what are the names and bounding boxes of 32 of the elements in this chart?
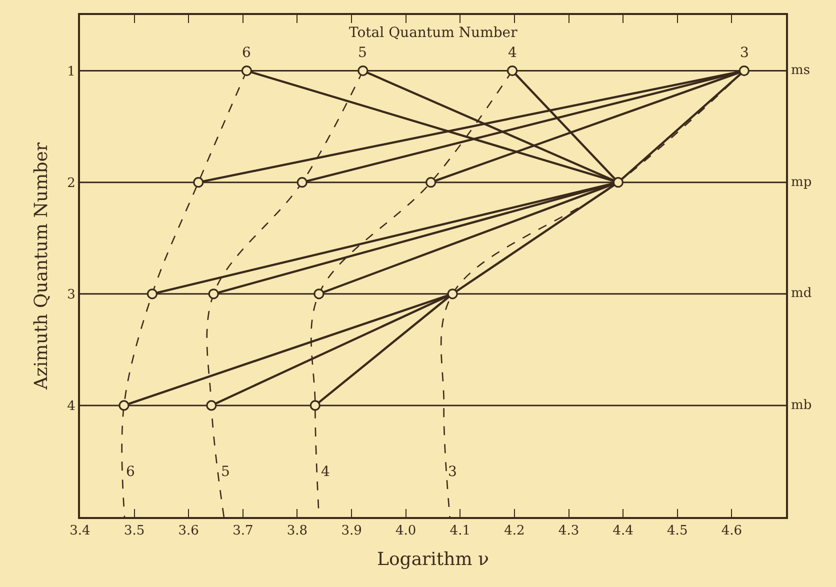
y-tick-label: 3 — [67, 287, 76, 302]
x-tick-label: 3.5 — [124, 524, 145, 539]
annotation: 5 — [221, 464, 230, 480]
x-tick-label: 4.1 — [450, 524, 470, 539]
x-tick-label: 3.4 — [70, 524, 90, 539]
annotation: 3 — [448, 464, 457, 480]
annotation: 6 — [242, 45, 251, 61]
x-tick-label: 3.9 — [341, 524, 362, 539]
annotation: 4 — [321, 464, 330, 480]
x-tick-label: 4.5 — [667, 524, 688, 539]
ref-line-label: md — [791, 286, 812, 301]
x-axis-title: Logarithm ν — [377, 549, 489, 570]
x-tick-label: 4.2 — [504, 524, 525, 539]
y-axis-title: Azimuth Quantum Number — [30, 142, 52, 390]
x-tick-label: 4.3 — [558, 524, 580, 539]
x-tick-label: 4.4 — [612, 524, 634, 539]
x-tick-label: 4.0 — [396, 524, 416, 539]
ref-line-label: ms — [791, 63, 810, 78]
annotation: 3 — [740, 45, 749, 61]
ref-line-label: mb — [791, 398, 812, 413]
y-tick-label: 1 — [67, 64, 76, 80]
y-tick-label: 2 — [67, 176, 76, 191]
x-tick-label: 3.6 — [178, 524, 199, 539]
annotation: 4 — [508, 45, 517, 61]
annotation: Total Quantum Number — [349, 25, 518, 41]
x-tick-label: 4.6 — [721, 524, 742, 539]
y-tick-label: 4 — [67, 398, 76, 414]
x-tick-label: 3.7 — [232, 524, 254, 539]
x-tick-label: 3.8 — [286, 524, 308, 539]
ref-line-label: mp — [791, 175, 812, 190]
annotation: 5 — [358, 45, 367, 61]
annotation: 6 — [126, 464, 135, 480]
